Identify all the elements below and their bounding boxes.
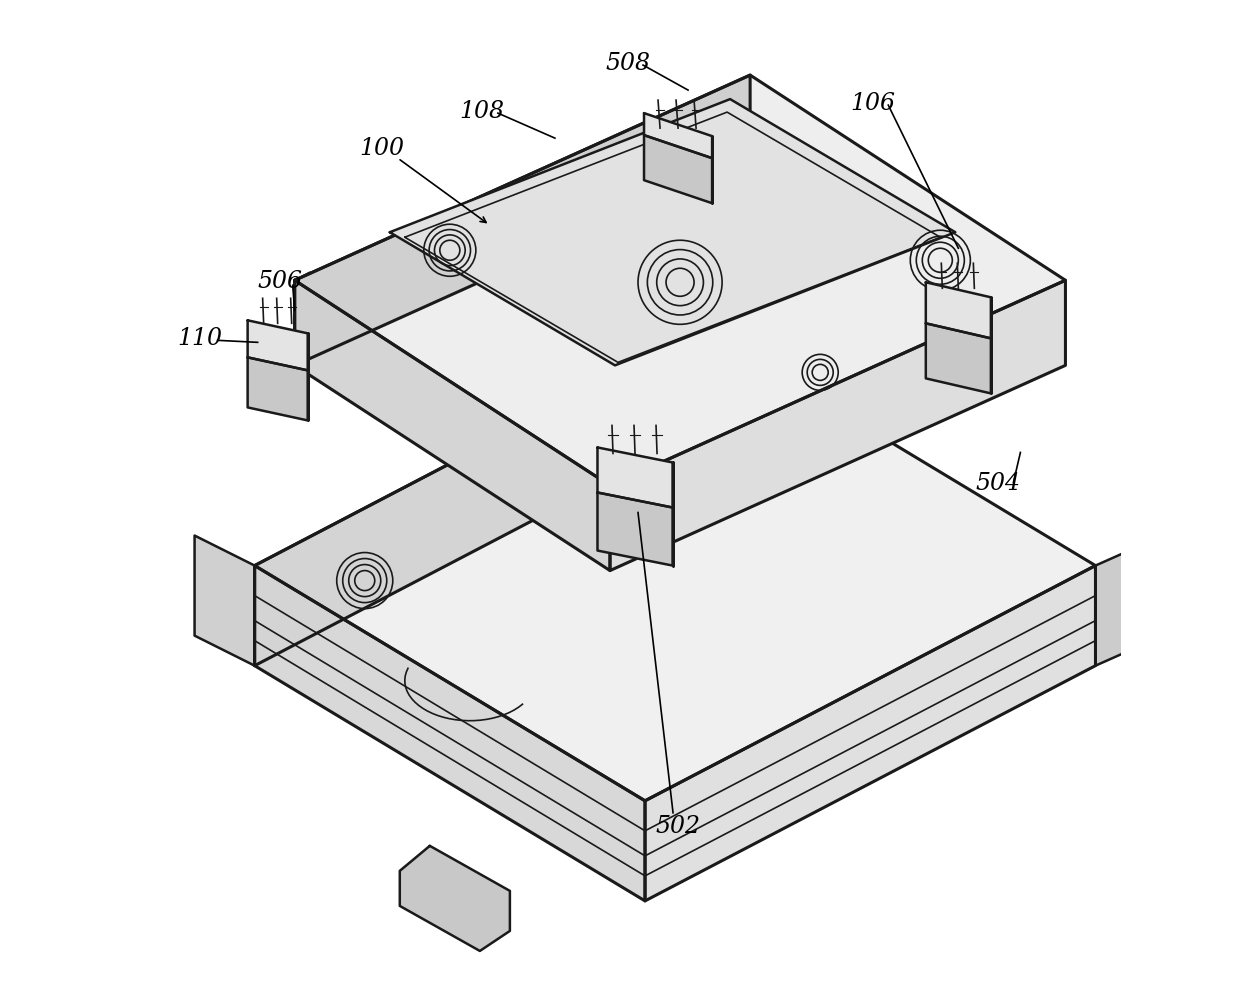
Polygon shape bbox=[248, 320, 308, 370]
Polygon shape bbox=[254, 566, 645, 901]
Text: 502: 502 bbox=[655, 815, 701, 838]
Polygon shape bbox=[598, 492, 672, 566]
Polygon shape bbox=[399, 846, 510, 951]
Polygon shape bbox=[1095, 546, 1141, 666]
Text: 506: 506 bbox=[258, 270, 303, 293]
Polygon shape bbox=[610, 280, 1065, 571]
Polygon shape bbox=[295, 280, 610, 571]
Polygon shape bbox=[644, 113, 712, 158]
Text: 108: 108 bbox=[460, 100, 505, 123]
Polygon shape bbox=[598, 447, 672, 508]
Text: 106: 106 bbox=[851, 92, 895, 115]
Polygon shape bbox=[644, 135, 712, 203]
Polygon shape bbox=[195, 536, 254, 666]
Polygon shape bbox=[926, 282, 991, 338]
Polygon shape bbox=[254, 330, 1095, 801]
Polygon shape bbox=[389, 99, 955, 365]
Polygon shape bbox=[645, 566, 1095, 901]
Text: 504: 504 bbox=[976, 472, 1021, 495]
Polygon shape bbox=[295, 75, 750, 365]
Polygon shape bbox=[295, 75, 1065, 485]
Polygon shape bbox=[926, 323, 991, 393]
Polygon shape bbox=[248, 357, 308, 420]
Text: 508: 508 bbox=[605, 52, 650, 75]
Text: 110: 110 bbox=[177, 327, 222, 350]
Text: 100: 100 bbox=[360, 137, 404, 160]
Polygon shape bbox=[254, 330, 706, 666]
